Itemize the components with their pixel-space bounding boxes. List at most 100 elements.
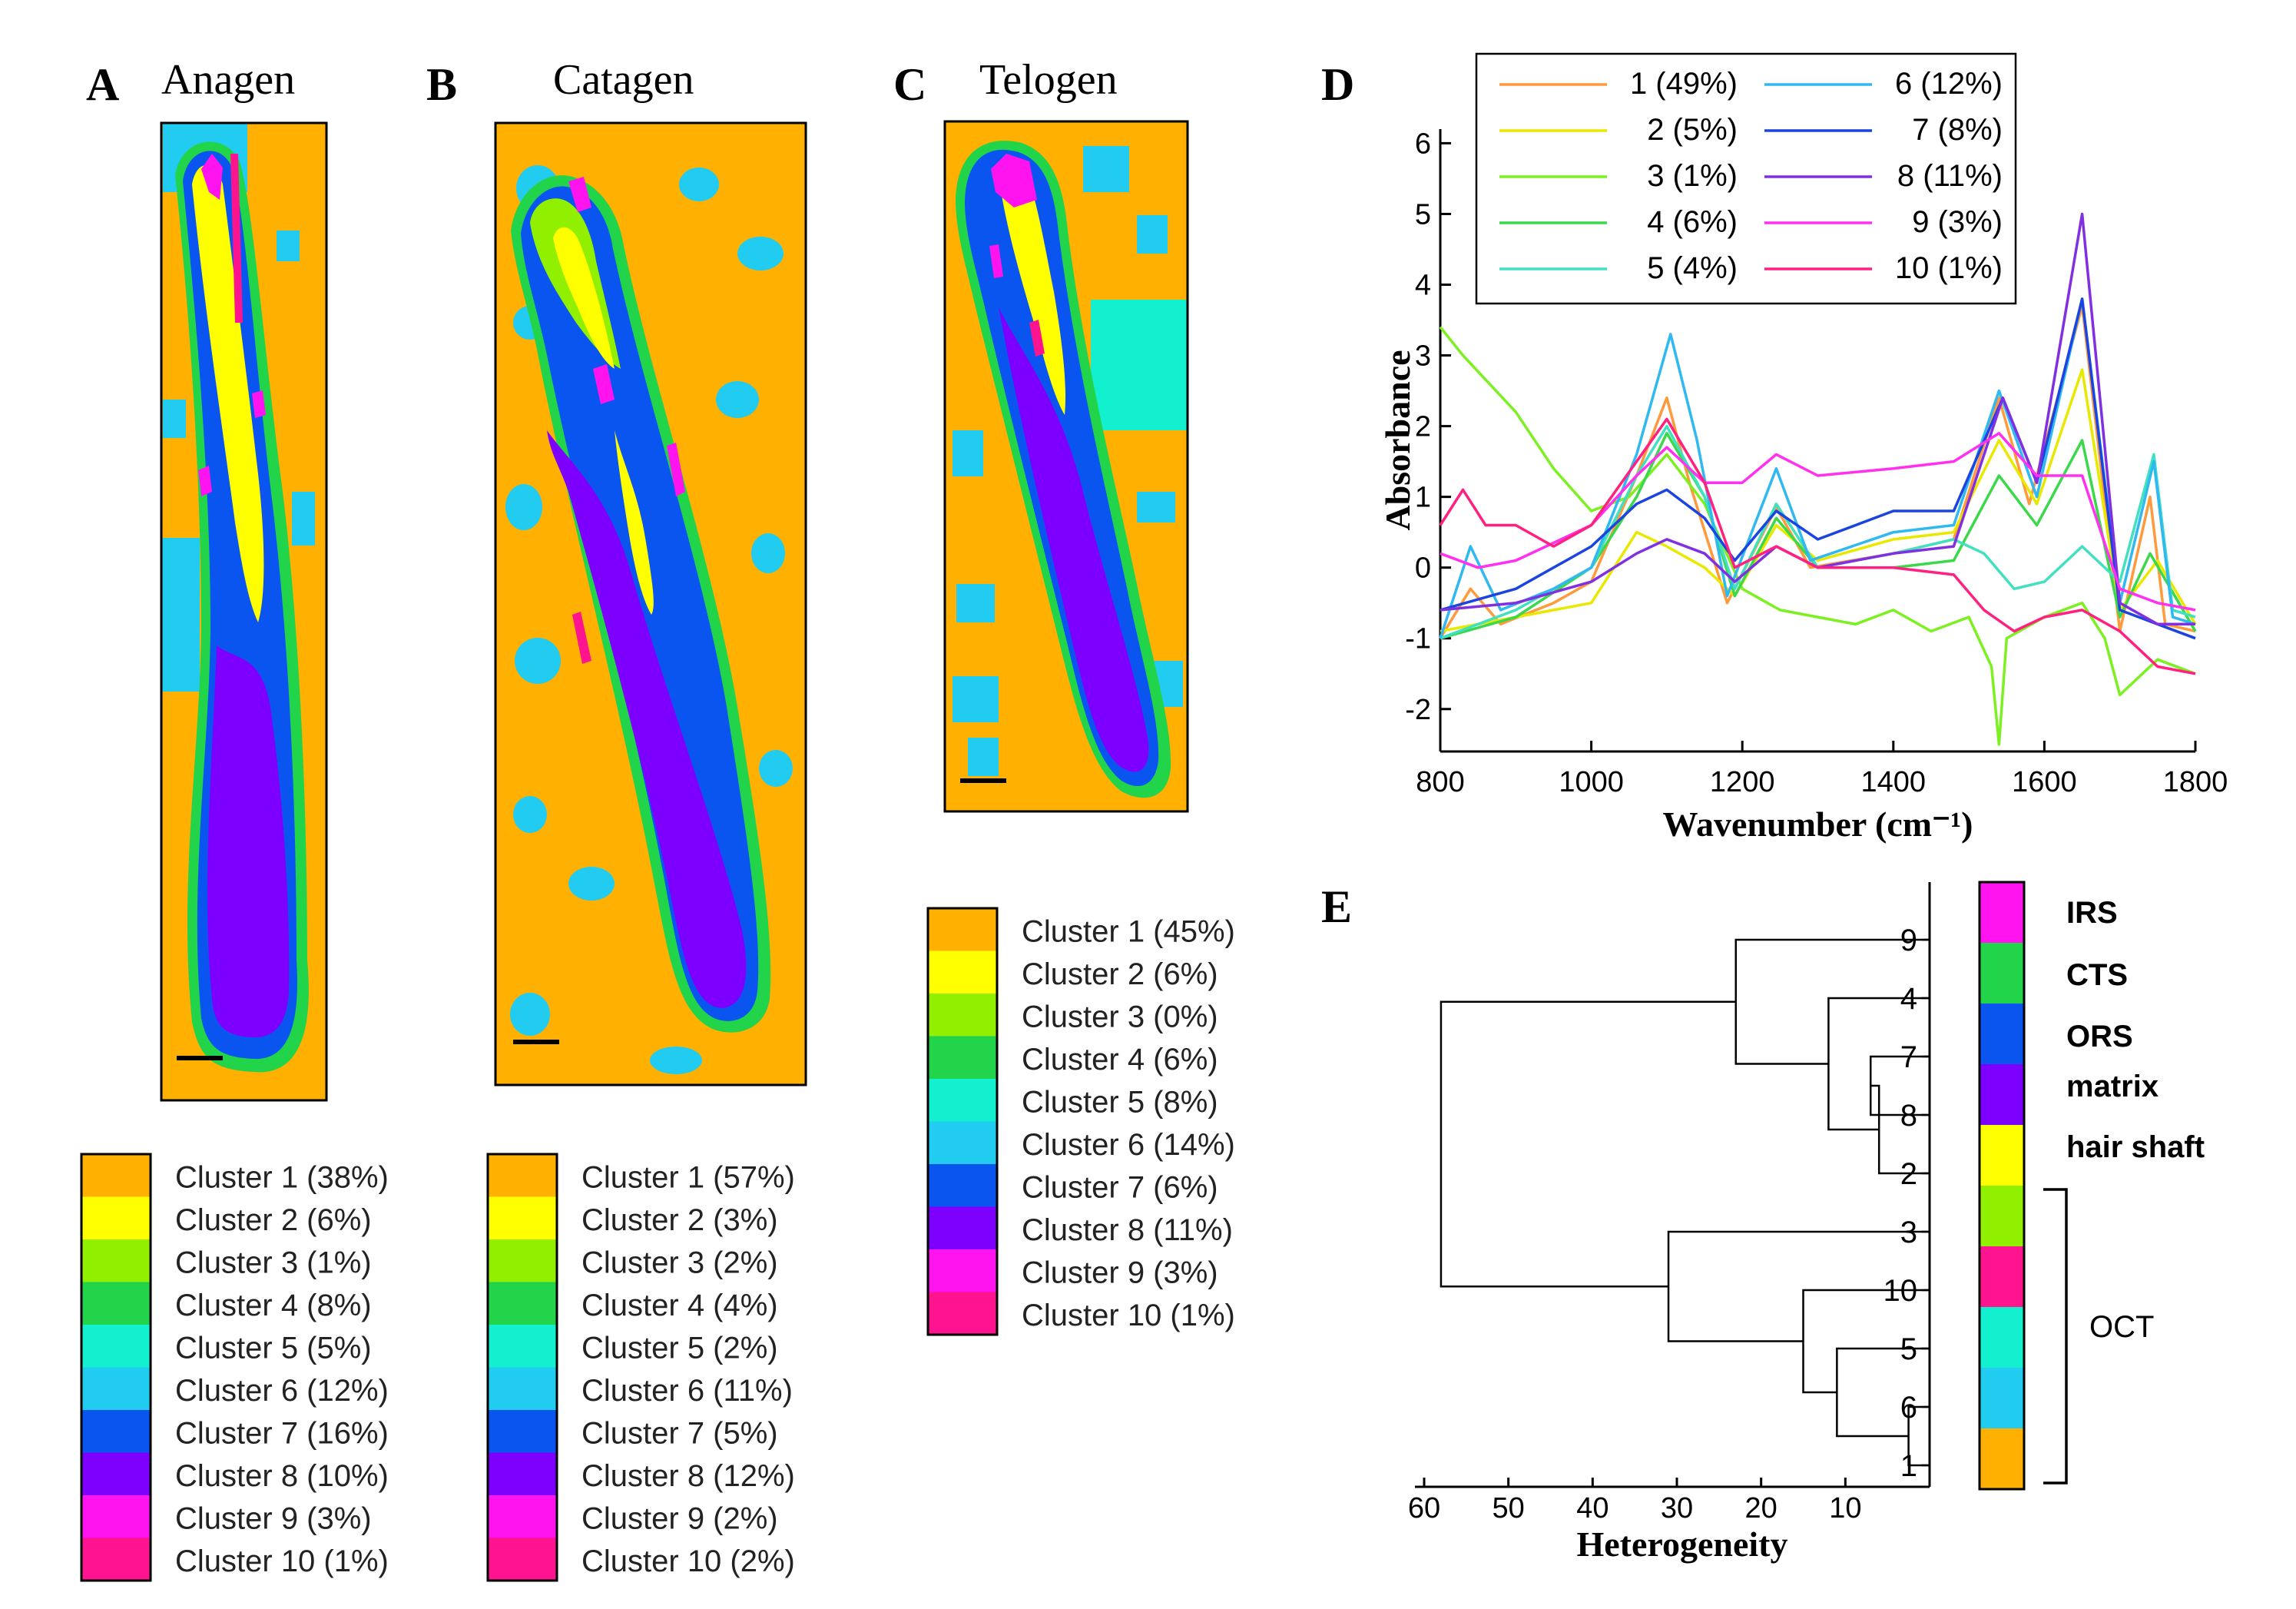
legend-label-b-6: Cluster 6 (11%) [581, 1374, 793, 1408]
legend-colorbar-frame-a [80, 1153, 152, 1582]
series-line-5 [1440, 424, 2196, 640]
panel-title-telogen: Telogen [979, 56, 1118, 104]
legend-swatch-c-5 [928, 1079, 997, 1122]
legend-swatch-b-7 [488, 1410, 557, 1453]
legend-swatch-c-4 [928, 1036, 997, 1079]
panel-title-anagen: Anagen [161, 56, 295, 104]
legend-label-c-2: Cluster 2 (6%) [1022, 957, 1218, 991]
y-tick-label: 4 [1415, 270, 1431, 302]
spectra-legend-label-6: 6 (12%) [1895, 67, 2003, 101]
oct-bracket [2043, 1188, 2068, 1485]
legend-swatch-a-9 [81, 1495, 151, 1538]
x-tick-label: 40 [1576, 1492, 1609, 1524]
catagen-cluster-image [495, 123, 806, 1085]
y-axis-label: Absorbance [1378, 350, 1417, 530]
legend-swatch-b-3 [488, 1239, 557, 1282]
legend-swatch-a-6 [81, 1367, 151, 1410]
dendrogram-colorbar-cell [1980, 1246, 2024, 1307]
legend-swatch-c-9 [928, 1249, 997, 1292]
dendrogram-colorbar-cell [1980, 1064, 2024, 1125]
dendrogram-colorbar-cell [1980, 1428, 2024, 1489]
legend-swatch-c-1 [928, 908, 997, 951]
spectra-chart: -2 -1 0 1 2 3 4 5 6 800 1000 1200 1400 1600 1800 Wavenu… [1378, 52, 2228, 844]
legend-label-b-2: Cluster 2 (3%) [581, 1203, 778, 1237]
legend-label-c-5: Cluster 5 (8%) [1022, 1085, 1218, 1119]
x-tick-label: 1000 [1559, 766, 1624, 798]
y-tick-label: 2 [1415, 411, 1431, 443]
y-tick-label: 1 [1415, 482, 1431, 514]
telogen-cluster-image [945, 121, 1188, 811]
legend-swatch-a-10 [81, 1538, 151, 1581]
x-axis-label: Heterogeneity [1576, 1524, 1787, 1564]
panel-letter-d: D [1321, 59, 1354, 110]
dendrogram-link [1440, 1000, 1736, 1288]
legend-label-c-9: Cluster 9 (3%) [1022, 1256, 1218, 1289]
legend-swatch-b-6 [488, 1367, 557, 1410]
dendrogram-colorbar-cell [1980, 1125, 2024, 1186]
legend-label-b-9: Cluster 9 (2%) [581, 1501, 778, 1535]
y-tick-label: -2 [1405, 694, 1431, 726]
region-label-IRS: IRS [2066, 896, 2118, 930]
spectra-legend-label-4: 4 (6%) [1647, 205, 1738, 239]
legend-label-c-10: Cluster 10 (1%) [1022, 1299, 1235, 1332]
x-tick-label: 30 [1661, 1492, 1693, 1524]
spectra-legend-label-8: 8 (11%) [1897, 159, 2003, 193]
region-label-hair-shaft: hair shaft [2066, 1130, 2205, 1164]
legend-label-c-3: Cluster 3 (0%) [1022, 1000, 1218, 1033]
legend-swatch-c-2 [928, 950, 997, 994]
dendrogram-chart: 60 50 40 30 20 10Heterogeneity94782310561IRSC… [1408, 881, 2205, 1564]
dendrogram-colorbar-cell [1980, 1368, 2024, 1428]
legend-anagen: Cluster 1 (38%) Cluster 2 (6%) Cluster 3 (… [80, 1153, 389, 1582]
legend-colorbar-frame-b [486, 1153, 558, 1582]
x-tick-label: 1800 [2163, 766, 2228, 798]
y-tick-label: 3 [1415, 340, 1431, 373]
x-tick-label: 10 [1829, 1492, 1861, 1524]
catagen-image-frame [494, 121, 807, 1086]
legend-swatch-a-5 [81, 1325, 151, 1368]
dendrogram-link [1836, 1347, 1930, 1438]
legend-label-a-9: Cluster 9 (3%) [175, 1501, 372, 1535]
series-line-4 [1440, 432, 2197, 640]
legend-label-a-8: Cluster 8 (10%) [175, 1459, 389, 1493]
dendrogram-colorbar-cell [1980, 1004, 2024, 1064]
legend-catagen: Cluster 1 (57%) Cluster 2 (3%) Cluster 3 (… [486, 1153, 795, 1582]
legend-label-c-7: Cluster 7 (6%) [1022, 1170, 1218, 1204]
legend-swatch-b-10 [488, 1538, 557, 1581]
legend-swatch-c-10 [928, 1292, 997, 1335]
dendrogram-link [1869, 1055, 1930, 1116]
x-tick-label: 20 [1745, 1492, 1777, 1524]
dendrogram-colorbar-cell [1980, 943, 2024, 1004]
telogen-image-frame [943, 120, 1189, 813]
legend-label-a-5: Cluster 5 (5%) [175, 1331, 372, 1365]
legend-label-c-8: Cluster 8 (11%) [1022, 1213, 1233, 1247]
legend-swatch-c-8 [928, 1206, 997, 1249]
dendrogram-colorbar-frame [1978, 881, 2026, 1491]
x-tick-label: 1600 [2012, 766, 2077, 798]
legend-label-a-4: Cluster 4 (8%) [175, 1289, 372, 1322]
legend-label-a-1: Cluster 1 (38%) [175, 1160, 389, 1194]
legend-colorbar-frame-c [926, 907, 999, 1336]
spectra-legend-label-2: 2 (5%) [1647, 113, 1738, 147]
x-tick-label: 60 [1408, 1492, 1440, 1524]
legend-swatch-b-1 [488, 1154, 557, 1197]
legend-swatch-c-6 [928, 1121, 997, 1164]
legend-label-a-2: Cluster 2 (6%) [175, 1203, 372, 1237]
spectra-legend-label-9: 9 (3%) [1912, 205, 2003, 239]
x-tick-label: 800 [1416, 766, 1464, 798]
legend-label-b-4: Cluster 4 (4%) [581, 1289, 778, 1322]
dendrogram-colorbar-cell [1980, 1307, 2024, 1368]
dendrogram-link [1734, 938, 1930, 1065]
series-line-10 [1439, 417, 2196, 675]
legend-swatch-c-7 [928, 1164, 997, 1207]
legend-label-c-6: Cluster 6 (14%) [1022, 1128, 1235, 1162]
spectra-legend-label-7: 7 (8%) [1912, 113, 2003, 147]
y-tick-label: 5 [1415, 198, 1431, 231]
legend-label-a-10: Cluster 10 (1%) [175, 1544, 389, 1578]
region-label-CTS: CTS [2066, 958, 2128, 992]
legend-swatch-b-4 [488, 1282, 557, 1325]
legend-label-c-1: Cluster 1 (45%) [1022, 914, 1235, 948]
legend-label-b-8: Cluster 8 (12%) [581, 1459, 795, 1493]
legend-swatch-c-3 [928, 994, 997, 1037]
legend-swatch-a-1 [81, 1154, 151, 1197]
panel-letter-a: A [86, 59, 119, 110]
